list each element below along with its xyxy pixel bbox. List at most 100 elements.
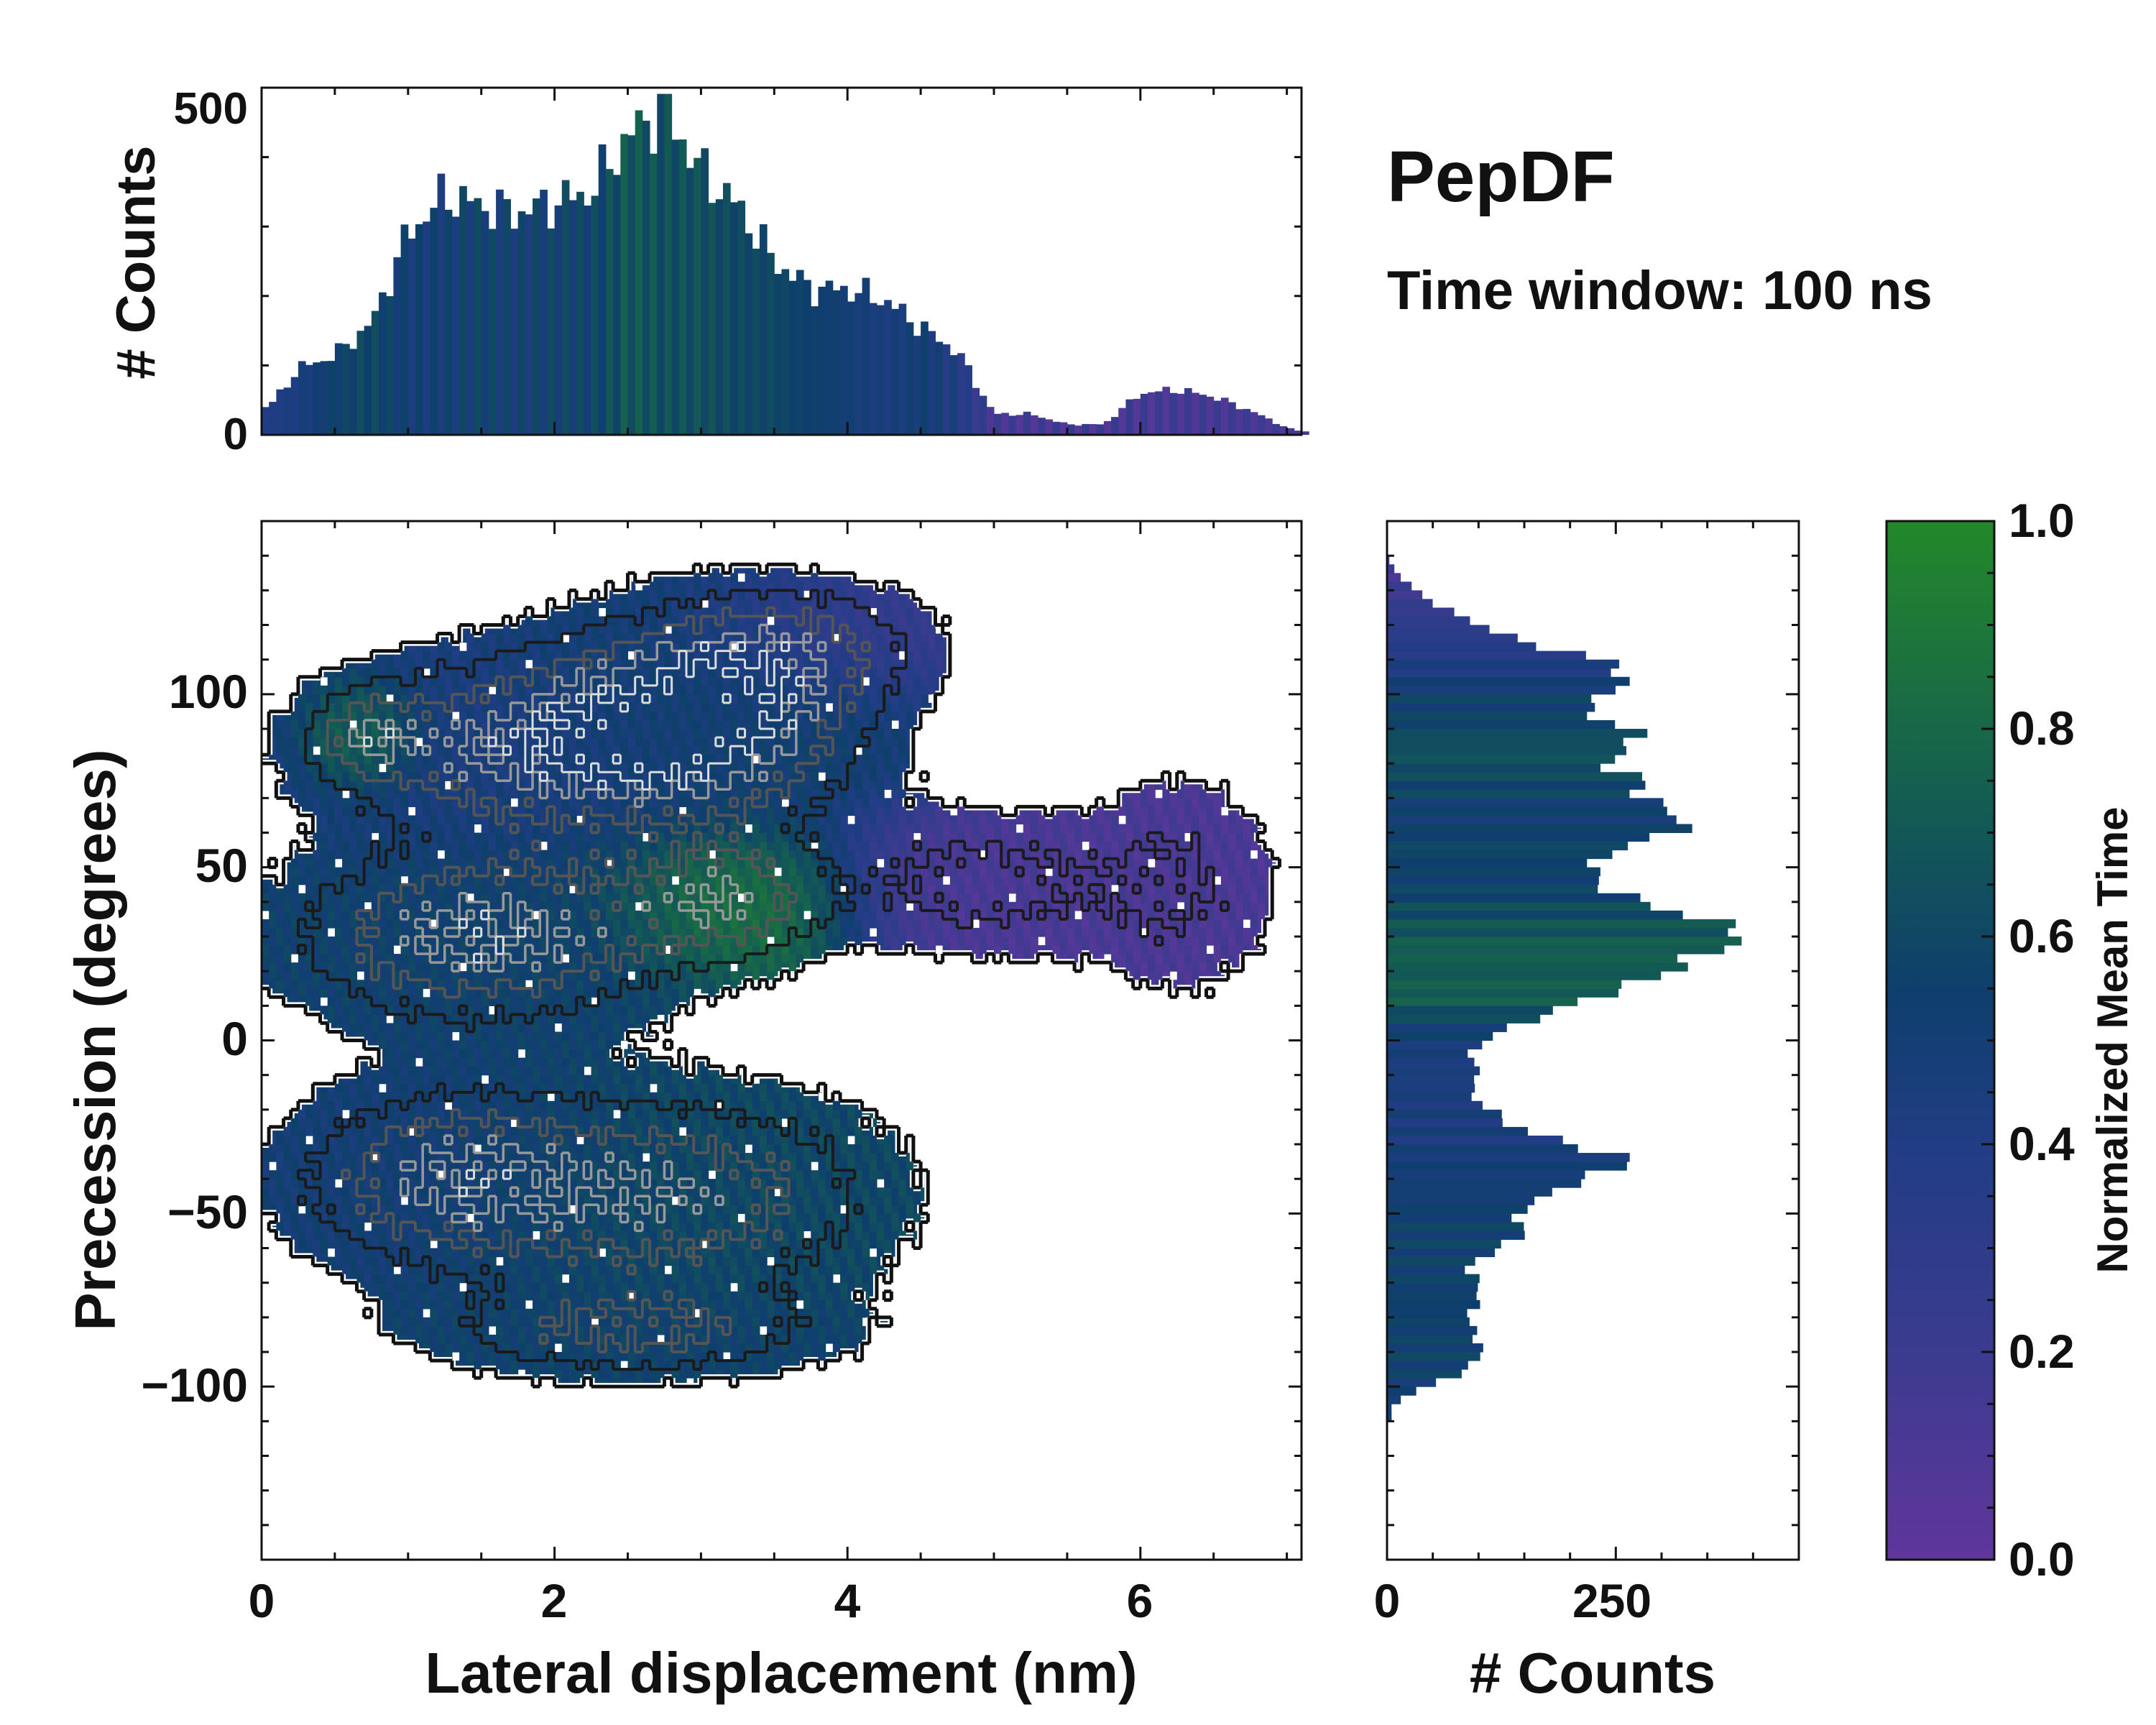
heatmap-cell <box>781 1282 790 1292</box>
heatmap-cell <box>437 858 446 868</box>
heatmap-cell <box>561 1153 570 1162</box>
heatmap-cell <box>737 1291 746 1301</box>
heatmap-cell <box>591 1282 599 1292</box>
heatmap-cell <box>459 884 467 894</box>
heatmap-cell <box>591 875 599 886</box>
heatmap-cell <box>942 867 951 877</box>
heatmap-cell <box>437 1291 446 1301</box>
heatmap-cell <box>459 1023 467 1033</box>
heatmap-cell <box>701 1325 709 1335</box>
heatmap-cell <box>386 1265 395 1275</box>
heatmap-cell <box>320 980 328 989</box>
heatmap-cell <box>400 1144 409 1154</box>
heatmap-cell <box>671 1205 680 1214</box>
heatmap-cell <box>840 1265 848 1275</box>
heatmap-cell <box>788 1274 797 1284</box>
heatmap-cell <box>525 1317 533 1327</box>
heatmap-cell <box>678 1222 687 1232</box>
heatmap-cell <box>605 997 614 1006</box>
heatmap-cell <box>862 937 870 946</box>
heatmap-cell <box>276 919 285 929</box>
heatmap-cell <box>598 1092 607 1102</box>
heatmap-cell <box>591 1222 599 1232</box>
heatmap-cell <box>591 1162 599 1171</box>
heatmap-cell <box>678 1308 687 1318</box>
heatmap-cell <box>488 954 497 963</box>
heatmap-cell <box>488 1066 497 1076</box>
heatmap-cell <box>298 1213 306 1223</box>
heatmap-cell <box>1082 893 1090 903</box>
heatmap-cell <box>547 971 556 980</box>
heatmap-cell <box>781 1343 790 1353</box>
heatmap-cell <box>854 1196 863 1205</box>
heatmap-cell <box>781 1361 790 1370</box>
heatmap-cell <box>554 884 563 894</box>
top-histogram-bar <box>1243 408 1251 435</box>
heatmap-cell <box>715 1308 724 1318</box>
heatmap-cell <box>568 997 577 1006</box>
heatmap-cell <box>715 1352 724 1361</box>
heatmap-cell <box>342 893 350 903</box>
top-histogram-bar <box>1250 412 1258 435</box>
heatmap-cell <box>876 1196 885 1205</box>
heatmap-cell <box>788 884 797 894</box>
heatmap-cell <box>488 1031 497 1041</box>
heatmap-cell <box>605 1239 614 1249</box>
heatmap-cell <box>598 1109 607 1119</box>
heatmap-cell <box>356 1187 365 1197</box>
heatmap-cell <box>678 867 687 877</box>
heatmap-cell <box>759 1248 768 1258</box>
heatmap-cell <box>591 945 599 954</box>
heatmap-cell <box>788 1343 797 1353</box>
heatmap-cell <box>517 1075 526 1085</box>
heatmap-cell <box>686 988 694 998</box>
heatmap-cell <box>708 1334 717 1344</box>
heatmap-cell <box>444 1066 453 1076</box>
heatmap-cell <box>598 1230 607 1241</box>
heatmap-cell <box>451 884 460 894</box>
heatmap-cell <box>650 1162 658 1171</box>
heatmap-cell <box>678 1135 687 1145</box>
heatmap-cell <box>767 927 775 937</box>
heatmap-cell <box>1125 867 1134 877</box>
heatmap-cell <box>635 1075 643 1085</box>
heatmap-cell <box>840 901 848 911</box>
heatmap-cell <box>356 962 365 972</box>
heatmap-cell <box>466 1222 475 1232</box>
heatmap-cell <box>921 884 929 894</box>
heatmap-cell <box>774 1092 783 1102</box>
heatmap-cell <box>451 858 460 868</box>
heatmap-cell <box>745 1162 753 1171</box>
heatmap-cell <box>393 1083 402 1093</box>
heatmap-cell <box>400 997 409 1006</box>
heatmap-cell <box>627 901 636 911</box>
heatmap-cell <box>613 1308 621 1318</box>
heatmap-cell <box>269 945 277 954</box>
heatmap-cell <box>451 1291 460 1301</box>
heatmap-cell <box>620 988 629 998</box>
heatmap-cell <box>474 893 482 903</box>
heatmap-cell <box>349 1239 358 1249</box>
heatmap-cell <box>305 927 313 937</box>
heatmap-cell <box>437 954 446 963</box>
heatmap-cell <box>774 1222 783 1232</box>
heatmap-cell <box>371 954 379 963</box>
heatmap-cell <box>722 1239 731 1249</box>
heatmap-cell <box>774 1144 783 1154</box>
heatmap-cell <box>832 919 841 929</box>
heatmap-cell <box>1176 893 1185 903</box>
heatmap-cell <box>598 1179 607 1188</box>
heatmap-cell <box>767 1343 775 1353</box>
heatmap-cell <box>415 858 423 868</box>
heatmap-cell <box>554 901 563 911</box>
heatmap-cell <box>737 1230 746 1241</box>
heatmap-cell <box>423 927 430 937</box>
heatmap-cell <box>262 1187 270 1197</box>
heatmap-cell <box>737 1162 746 1171</box>
heatmap-cell <box>605 1031 614 1041</box>
heatmap-cell <box>598 945 607 954</box>
heatmap-cell <box>591 1170 599 1179</box>
heatmap-cell <box>568 1179 577 1188</box>
heatmap-cell <box>444 1144 453 1154</box>
heatmap-cell <box>715 1213 724 1223</box>
